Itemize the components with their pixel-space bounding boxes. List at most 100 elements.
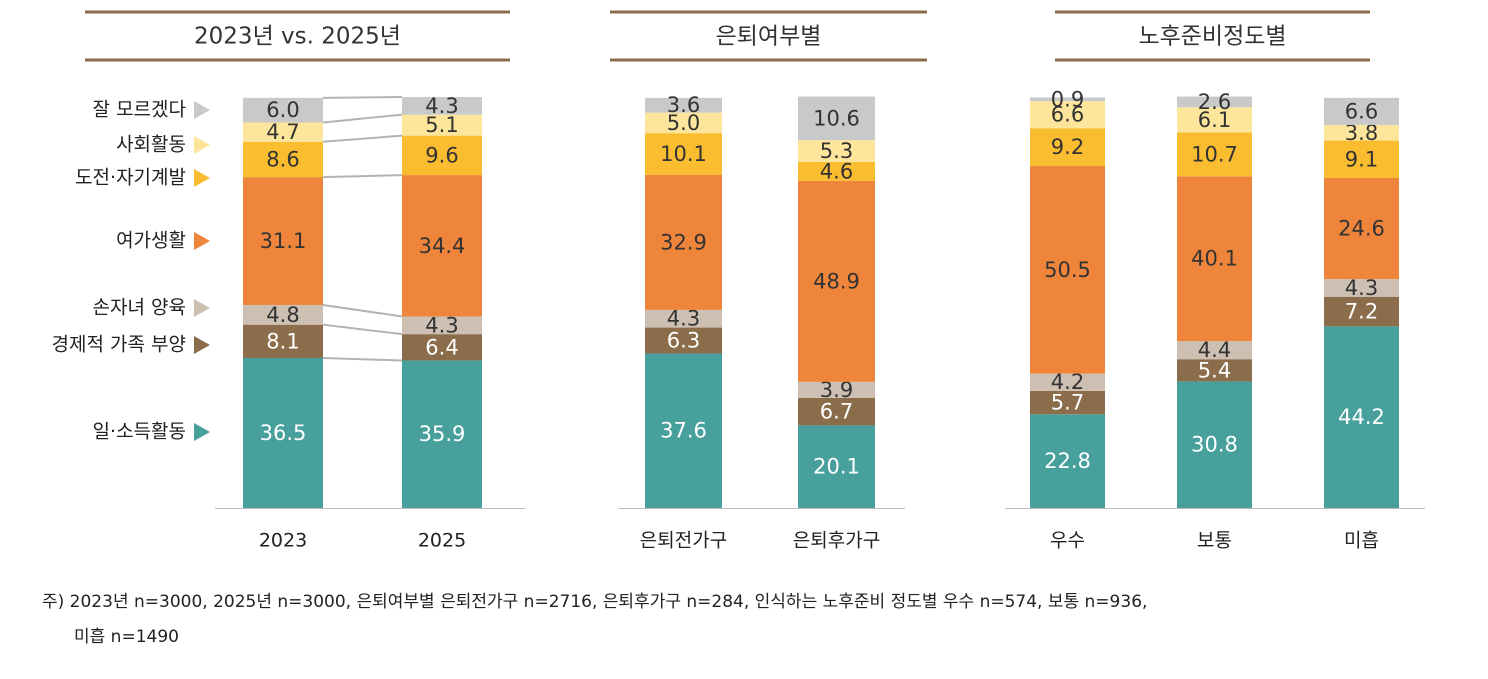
bar-segment bbox=[798, 140, 875, 162]
bar-segment bbox=[402, 97, 482, 115]
bar-segment bbox=[645, 174, 722, 310]
value-label: 5.3 bbox=[820, 139, 853, 163]
bar-segment bbox=[798, 96, 875, 141]
value-label: 32.9 bbox=[660, 230, 707, 254]
bar-segment bbox=[645, 309, 722, 328]
value-label: 6.6 bbox=[1051, 103, 1084, 127]
bar-segment bbox=[402, 334, 482, 361]
connector-line bbox=[322, 303, 403, 318]
bar-segment bbox=[798, 381, 875, 398]
value-label: 24.6 bbox=[1338, 217, 1385, 241]
value-label: 5.0 bbox=[667, 111, 700, 135]
value-label: 4.7 bbox=[266, 120, 299, 144]
value-label: 5.1 bbox=[425, 113, 458, 137]
bar-segment bbox=[1324, 177, 1399, 280]
bar-segment bbox=[1177, 176, 1252, 342]
category-label: 은퇴후가구 bbox=[793, 530, 880, 552]
connector-line bbox=[322, 113, 403, 124]
value-label: 34.4 bbox=[419, 234, 466, 258]
value-label: 10.6 bbox=[813, 106, 860, 130]
panel-title: 은퇴여부별 bbox=[716, 24, 822, 50]
bar-segment bbox=[243, 141, 323, 178]
value-label: 10.7 bbox=[1191, 142, 1238, 166]
value-label: 44.2 bbox=[1338, 405, 1385, 429]
bar-segment bbox=[1030, 97, 1105, 102]
legend-label: 사회활동 bbox=[116, 134, 186, 156]
legend-label: 여가생활 bbox=[116, 230, 186, 252]
bar-segment bbox=[1324, 279, 1399, 297]
value-label: 9.2 bbox=[1051, 135, 1084, 159]
connector-line bbox=[322, 174, 403, 179]
bar-segment bbox=[1030, 166, 1105, 374]
value-label: 6.3 bbox=[667, 329, 700, 353]
panel-title: 노후준비정도별 bbox=[1138, 24, 1286, 50]
legend-marker bbox=[194, 169, 210, 187]
bar-segment bbox=[243, 324, 323, 358]
bar-segment bbox=[645, 327, 722, 354]
bar-segment bbox=[798, 180, 875, 382]
bar-segment bbox=[645, 353, 722, 508]
value-label: 0.9 bbox=[1051, 87, 1084, 111]
panel-title: 2023년 vs. 2025년 bbox=[194, 24, 401, 50]
bar-segment bbox=[1030, 373, 1105, 391]
value-label: 4.4 bbox=[1198, 338, 1231, 362]
value-label: 4.3 bbox=[425, 313, 458, 337]
bar-segment bbox=[1177, 381, 1252, 508]
value-label: 4.3 bbox=[667, 307, 700, 331]
legend-marker bbox=[194, 232, 210, 250]
bar-segment bbox=[402, 135, 482, 176]
value-label: 6.6 bbox=[1345, 99, 1378, 123]
bar-segment bbox=[402, 114, 482, 136]
value-label: 9.1 bbox=[1345, 147, 1378, 171]
bar-segment bbox=[798, 425, 875, 508]
category-label: 보통 bbox=[1197, 530, 1232, 552]
value-label: 22.8 bbox=[1044, 449, 1091, 473]
bar-segment bbox=[1030, 390, 1105, 415]
value-label: 4.8 bbox=[266, 303, 299, 327]
legend-label: 경제적 가족 부양 bbox=[52, 334, 186, 356]
bar-segment bbox=[1177, 96, 1252, 108]
value-label: 4.3 bbox=[1345, 276, 1378, 300]
value-label: 3.9 bbox=[820, 378, 853, 402]
value-label: 8.1 bbox=[266, 329, 299, 353]
value-label: 30.8 bbox=[1191, 433, 1238, 457]
value-label: 7.2 bbox=[1345, 300, 1378, 324]
bar-segment bbox=[1324, 97, 1399, 125]
legend-label: 도전·자기계발 bbox=[75, 167, 186, 189]
bar-segment bbox=[798, 161, 875, 181]
value-label: 6.4 bbox=[425, 335, 458, 359]
value-label: 20.1 bbox=[813, 455, 860, 479]
bar-segment bbox=[1324, 326, 1399, 508]
bar-segment bbox=[243, 122, 323, 142]
bar-segment bbox=[243, 97, 323, 123]
value-label: 50.5 bbox=[1044, 258, 1091, 282]
category-label: 우수 bbox=[1050, 530, 1085, 552]
legend-marker bbox=[194, 336, 210, 354]
value-label: 6.0 bbox=[266, 98, 299, 122]
category-label: 은퇴전가구 bbox=[640, 530, 727, 552]
legend-label: 일·소득활동 bbox=[93, 421, 186, 443]
bar-segment bbox=[645, 97, 722, 113]
value-label: 6.1 bbox=[1198, 108, 1231, 132]
legend-marker bbox=[194, 101, 210, 119]
value-label: 10.1 bbox=[660, 142, 707, 166]
bar-segment bbox=[1030, 414, 1105, 508]
legend-marker bbox=[194, 136, 210, 154]
value-label: 36.5 bbox=[260, 421, 307, 445]
connector-line bbox=[322, 134, 403, 143]
bar-segment bbox=[402, 175, 482, 317]
connector-line bbox=[322, 356, 403, 362]
connector-line bbox=[322, 96, 403, 99]
legend-marker bbox=[194, 423, 210, 441]
bar-segment bbox=[1177, 341, 1252, 360]
bar-segment bbox=[402, 316, 482, 335]
legend-label: 잘 모르겠다 bbox=[93, 99, 186, 121]
bar-segment bbox=[1324, 140, 1399, 178]
bar-segment bbox=[1030, 101, 1105, 129]
value-label: 3.6 bbox=[667, 93, 700, 117]
value-label: 40.1 bbox=[1191, 247, 1238, 271]
value-label: 5.4 bbox=[1198, 358, 1231, 382]
value-label: 37.6 bbox=[660, 419, 707, 443]
legend-marker bbox=[194, 299, 210, 317]
